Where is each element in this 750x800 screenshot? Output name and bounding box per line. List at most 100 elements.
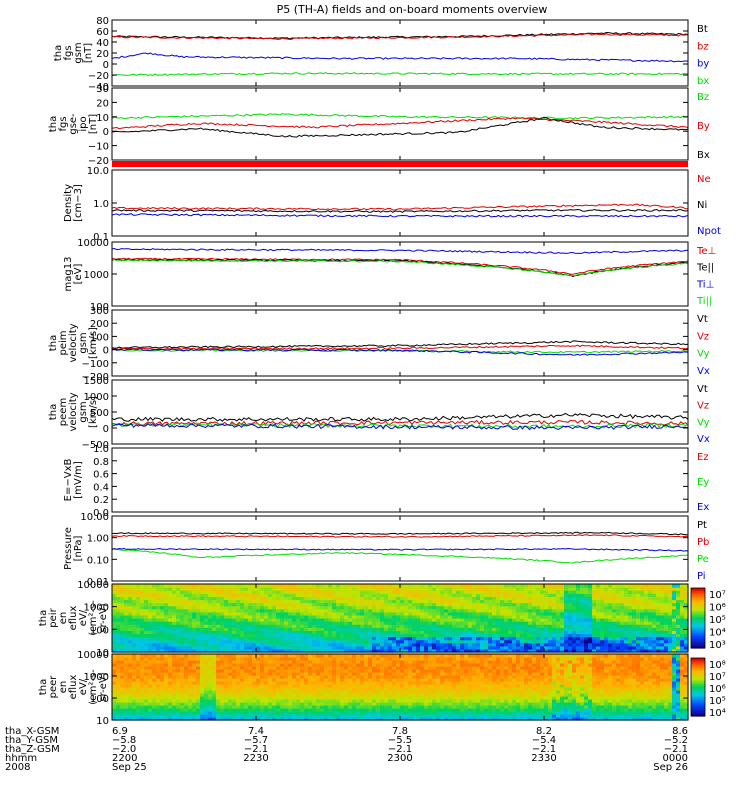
- heatmap-cell: [620, 608, 625, 613]
- heatmap-cell: [616, 587, 621, 591]
- heatmap-cell: [260, 681, 265, 685]
- heatmap-cell: [244, 690, 249, 694]
- heatmap-cell: [544, 645, 549, 650]
- heatmap-cell: [220, 690, 225, 694]
- heatmap-cell: [520, 584, 525, 588]
- heatmap-cell: [500, 642, 505, 647]
- heatmap-cell: [636, 608, 641, 613]
- heatmap-cell: [128, 584, 133, 588]
- heatmap-cell: [584, 611, 589, 616]
- heatmap-cell: [360, 584, 365, 588]
- heatmap-cell: [292, 669, 297, 673]
- heatmap-cell: [316, 708, 321, 712]
- heatmap-cell: [208, 702, 213, 706]
- heatmap-cell: [232, 608, 237, 613]
- heatmap-cell: [148, 693, 153, 697]
- heatmap-cell: [620, 614, 625, 619]
- heatmap-cell: [224, 618, 229, 622]
- heatmap-cell: [284, 633, 289, 638]
- heatmap-cell: [172, 714, 177, 718]
- heatmap-cell: [392, 645, 397, 650]
- heatmap-cell: [544, 630, 549, 635]
- heatmap-cell: [552, 590, 557, 594]
- heatmap-cell: [656, 624, 661, 628]
- heatmap-cell: [492, 614, 497, 619]
- heatmap-cell: [636, 590, 641, 594]
- heatmap-cell: [308, 590, 313, 594]
- heatmap-cell: [644, 605, 649, 610]
- heatmap-cell: [488, 636, 493, 641]
- heatmap-cell: [564, 633, 569, 638]
- heatmap-cell: [224, 611, 229, 616]
- heatmap-cell: [296, 663, 301, 667]
- heatmap-cell: [192, 657, 197, 661]
- heatmap-cell: [648, 624, 653, 628]
- heatmap-cell: [196, 705, 201, 709]
- heatmap-cell: [648, 636, 653, 641]
- heatmap-cell: [456, 633, 461, 638]
- heatmap-cell: [120, 614, 125, 619]
- heatmap-cell: [152, 599, 157, 604]
- heatmap-cell: [216, 714, 221, 718]
- heatmap-cell: [224, 608, 229, 613]
- heatmap-cell: [272, 693, 277, 697]
- heatmap-cell: [228, 596, 233, 601]
- heatmap-cell: [144, 663, 149, 667]
- heatmap-cell: [424, 636, 429, 641]
- heatmap-cell: [684, 621, 689, 625]
- heatmap-cell: [648, 611, 653, 616]
- heatmap-cell: [196, 611, 201, 616]
- heatmap-cell: [344, 699, 349, 703]
- heatmap-cell: [588, 621, 593, 625]
- heatmap-cell: [616, 590, 621, 594]
- heatmap-cell: [212, 705, 217, 709]
- heatmap-cell: [144, 699, 149, 703]
- heatmap-cell: [356, 678, 361, 682]
- heatmap-cell: [348, 657, 353, 661]
- heatmap-cell: [192, 621, 197, 625]
- heatmap-cell: [536, 633, 541, 638]
- series-Ti⊥-line: [111, 247, 689, 254]
- heatmap-cell: [404, 639, 409, 644]
- heatmap-cell: [268, 705, 273, 709]
- heatmap-cell: [352, 621, 357, 625]
- heatmap-cell: [400, 618, 405, 622]
- heatmap-cell: [124, 618, 129, 622]
- heatmap-cell: [212, 627, 217, 631]
- heatmap-cell: [372, 678, 377, 682]
- heatmap-cell: [204, 669, 209, 673]
- heatmap-cell: [180, 608, 185, 613]
- heatmap-cell: [284, 645, 289, 650]
- heatmap-cell: [152, 621, 157, 625]
- heatmap-cell: [336, 678, 341, 682]
- heatmap-cell: [464, 618, 469, 622]
- heatmap-cell: [516, 611, 521, 616]
- heatmap-cell: [200, 645, 205, 650]
- heatmap-cell: [192, 624, 197, 628]
- heatmap-cell: [340, 614, 345, 619]
- heatmap-cell: [192, 605, 197, 610]
- heatmap-cell: [288, 618, 293, 622]
- heatmap-cell: [268, 624, 273, 628]
- heatmap-cell: [252, 684, 257, 688]
- heatmap-cell: [184, 587, 189, 591]
- heatmap-cell: [136, 611, 141, 616]
- heatmap-cell: [308, 627, 313, 631]
- heatmap-cell: [336, 624, 341, 628]
- heatmap-cell: [168, 618, 173, 622]
- heatmap-cell: [544, 596, 549, 601]
- heatmap-cell: [188, 714, 193, 718]
- heatmap-cell: [152, 678, 157, 682]
- heatmap-cell: [220, 663, 225, 667]
- heatmap-cell: [168, 599, 173, 604]
- heatmap-cell: [236, 636, 241, 641]
- heatmap-cell: [204, 708, 209, 712]
- heatmap-cell: [536, 624, 541, 628]
- heatmap-cell: [220, 687, 225, 691]
- heatmap-cell: [380, 587, 385, 591]
- heatmap-cell: [480, 584, 485, 588]
- heatmap-cell: [272, 717, 277, 721]
- heatmap-cell: [440, 608, 445, 613]
- heatmap-cell: [604, 648, 609, 653]
- heatmap-cell: [168, 614, 173, 619]
